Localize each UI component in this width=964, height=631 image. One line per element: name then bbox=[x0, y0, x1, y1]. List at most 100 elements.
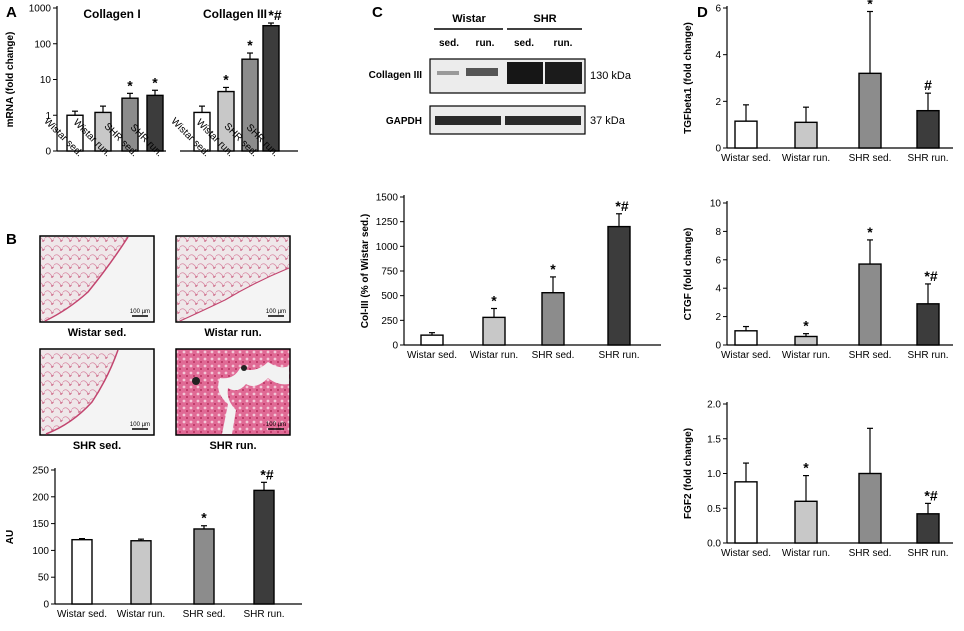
bar bbox=[482, 316, 506, 346]
panel-label-b: B bbox=[6, 231, 17, 248]
y-tick-label: 1.0 bbox=[707, 469, 721, 480]
bar bbox=[130, 540, 152, 605]
bar bbox=[253, 489, 275, 605]
panel-label-c: C bbox=[372, 4, 383, 21]
micrograph-shr-run: 100 µm bbox=[175, 348, 291, 436]
micrograph-label: Wistar sed. bbox=[68, 327, 127, 339]
y-tick-label: 1 bbox=[45, 111, 51, 122]
y-tick-label: 250 bbox=[381, 316, 398, 327]
blot-lane-label: sed. bbox=[514, 38, 534, 49]
scalebar-label: 100 µm bbox=[266, 309, 286, 315]
significance-mark: * bbox=[247, 37, 253, 53]
bar bbox=[734, 330, 758, 346]
bar bbox=[262, 24, 280, 152]
blot-kda: 130 kDa bbox=[590, 70, 632, 82]
chart-panel-d-tgfbeta1: 0 2 4 6 TGFbeta1 (fold change) Wistar sed. Wis… bbox=[683, 0, 953, 164]
blot-band bbox=[437, 71, 459, 75]
blot-band bbox=[466, 68, 498, 76]
x-tick-label: SHR sed. bbox=[849, 548, 892, 559]
panel-label-d: D bbox=[697, 4, 708, 21]
y-tick-label: 100 bbox=[34, 39, 51, 50]
y-tick-label: 4 bbox=[715, 50, 721, 61]
micrograph-wistar-sed: 100 µm bbox=[39, 235, 155, 323]
y-axis-label: mRNA (fold change) bbox=[5, 32, 16, 128]
significance-mark: * bbox=[803, 460, 809, 476]
chart-panel-d-ctgf: 0 2 4 6 8 10 CTGF (fold change) Wistar sed. * Wis… bbox=[683, 199, 953, 361]
y-tick-label: 0 bbox=[45, 147, 51, 158]
chart-panel-d-fgf2: 0.0 0.5 1.0 1.5 2.0 FGF2 (fold change) Wistar … bbox=[683, 400, 953, 559]
significance-mark: *# bbox=[924, 268, 937, 284]
y-tick-label: 10 bbox=[710, 199, 722, 210]
y-tick-label: 2.0 bbox=[707, 400, 721, 411]
x-tick-label: SHR run. bbox=[907, 548, 948, 559]
bar bbox=[94, 111, 112, 152]
bar bbox=[734, 481, 758, 544]
significance-mark: * bbox=[550, 261, 556, 277]
scalebar-label: 100 µm bbox=[130, 309, 150, 315]
x-tick-label: SHR sed. bbox=[849, 153, 892, 164]
y-tick-label: 1250 bbox=[376, 217, 399, 228]
significance-mark: * bbox=[867, 0, 873, 12]
y-tick-label: 8 bbox=[715, 227, 721, 238]
blot-group-wistar: Wistar bbox=[452, 13, 486, 25]
x-tick-label: SHR sed. bbox=[183, 609, 226, 620]
x-tick-label: Wistar run. bbox=[782, 548, 830, 559]
y-axis-label: TGFbeta1 (fold change) bbox=[683, 22, 694, 134]
blot-row-label: GAPDH bbox=[386, 116, 422, 127]
y-tick-label: 1500 bbox=[376, 193, 399, 204]
y-tick-label: 250 bbox=[32, 466, 49, 477]
x-tick-label: SHR sed. bbox=[849, 350, 892, 361]
y-axis-label: AU bbox=[5, 530, 16, 544]
y-tick-label: 0 bbox=[392, 341, 398, 352]
blot-lane-label: run. bbox=[554, 38, 573, 49]
y-tick-label: 1000 bbox=[376, 242, 399, 253]
x-tick-label: Wistar sed. bbox=[721, 350, 771, 361]
bar bbox=[858, 263, 882, 346]
blot-band bbox=[507, 62, 543, 84]
x-tick-label: Wistar run. bbox=[117, 609, 165, 620]
y-tick-label: 50 bbox=[38, 573, 50, 584]
bar bbox=[241, 58, 259, 152]
significance-mark: * bbox=[127, 77, 133, 93]
chart-panel-b: 0 50 100 150 200 250 AU Wistar sed. Wistar run. *… bbox=[5, 466, 302, 620]
x-tick-label: SHR run. bbox=[243, 609, 284, 620]
x-tick-label: Wistar run. bbox=[782, 153, 830, 164]
y-tick-label: 0 bbox=[715, 341, 721, 352]
y-tick-label: 0.0 bbox=[707, 539, 721, 550]
micrograph-label: SHR run. bbox=[209, 440, 256, 452]
bar bbox=[146, 94, 164, 152]
bar bbox=[121, 97, 139, 152]
bar bbox=[916, 109, 940, 149]
blot-band bbox=[505, 116, 581, 125]
blot-row-label: Collagen III bbox=[369, 70, 423, 81]
y-tick-label: 750 bbox=[381, 267, 398, 278]
bar bbox=[193, 111, 211, 152]
x-tick-label: Wistar sed. bbox=[721, 153, 771, 164]
x-tick-label: SHR run. bbox=[598, 350, 639, 361]
blot-band bbox=[435, 116, 501, 125]
significance-mark: * bbox=[803, 318, 809, 334]
x-tick-label: Wistar sed. bbox=[407, 350, 457, 361]
blot-lane-label: run. bbox=[476, 38, 495, 49]
y-tick-label: 0.5 bbox=[707, 504, 721, 515]
y-tick-label: 6 bbox=[715, 4, 721, 15]
y-tick-label: 500 bbox=[381, 291, 398, 302]
significance-mark: * bbox=[201, 510, 207, 526]
bar bbox=[858, 72, 882, 149]
significance-mark: * bbox=[152, 74, 158, 90]
significance-mark: *# bbox=[615, 198, 628, 214]
blot-lane-label: sed. bbox=[439, 38, 459, 49]
y-tick-label: 200 bbox=[32, 492, 49, 503]
y-tick-label: 100 bbox=[32, 546, 49, 557]
y-tick-label: 2 bbox=[715, 97, 721, 108]
y-axis-label: CTGF (fold change) bbox=[683, 228, 694, 321]
scalebar-label: 100 µm bbox=[266, 422, 286, 428]
y-tick-label: 6 bbox=[715, 255, 721, 266]
scalebar-label: 100 µm bbox=[130, 422, 150, 428]
y-tick-label: 1.5 bbox=[707, 434, 721, 445]
y-axis-label: FGF2 (fold change) bbox=[683, 428, 694, 519]
significance-mark: *# bbox=[268, 7, 281, 23]
x-tick-label: Wistar run. bbox=[470, 350, 518, 361]
